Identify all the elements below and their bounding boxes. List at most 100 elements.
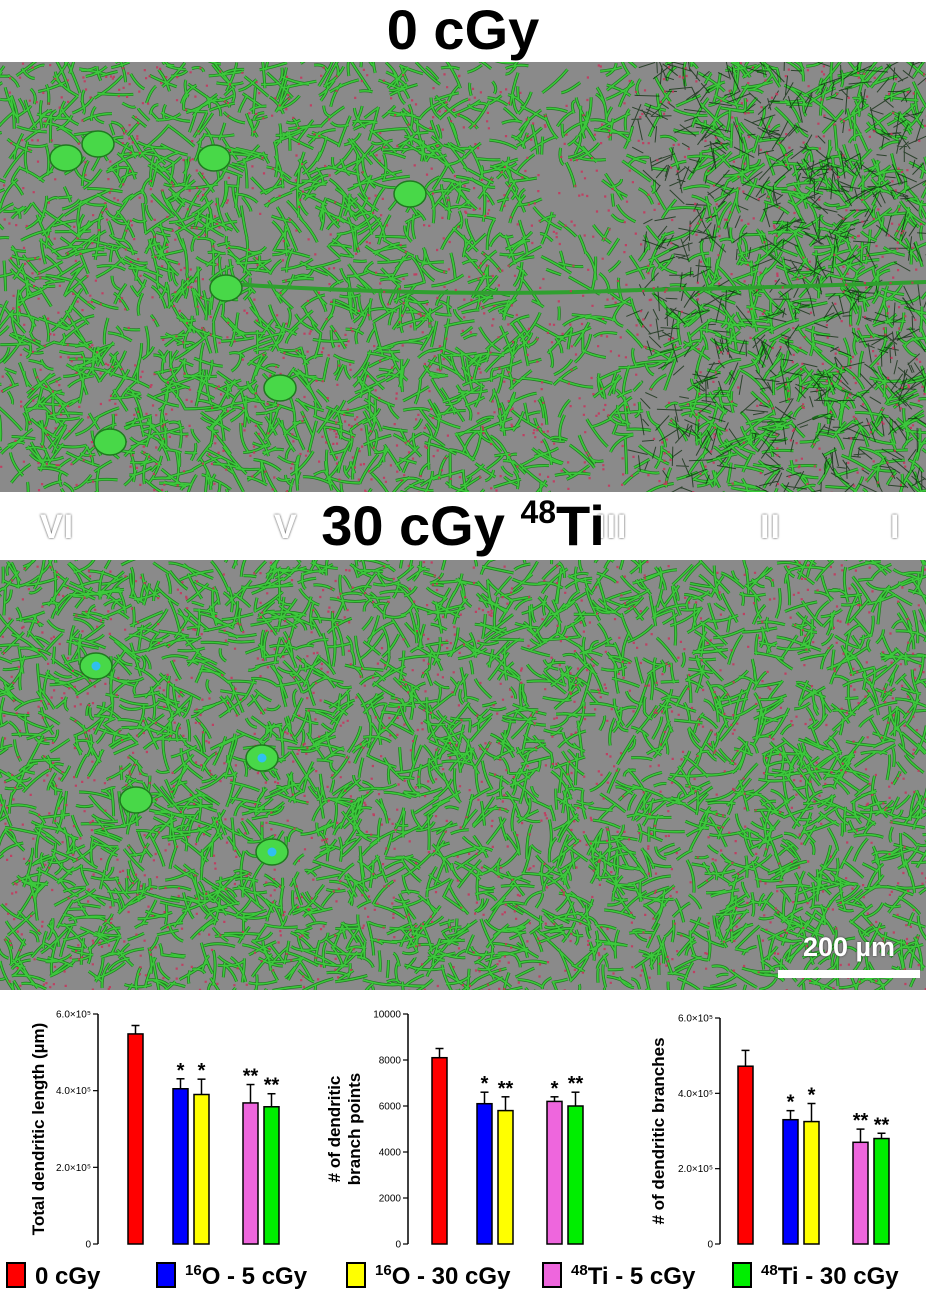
legend-item-16o-30-cgy: 16O - 30 cGy [346,1260,510,1293]
bar-16o-5-cgy [172,1088,189,1245]
neuron-soma [93,428,127,456]
neuron-soma [255,838,289,866]
legend-label: 0 cGy [35,1263,101,1290]
significance-marker: * [551,1078,559,1100]
y-tick-label: 6.0×10⁵ [678,1014,713,1025]
legend-sup: 16 [375,1262,392,1279]
bar-48ti-5-cgy [546,1100,563,1245]
layer-label-iii: III [596,508,628,546]
layer-label-ii: II [760,508,781,546]
y-tick-label: 0 [395,1240,401,1251]
significance-marker: ** [874,1114,890,1136]
legend-item-0-cgy: 0 cGy [6,1260,100,1293]
layer-label-i: I [890,508,901,546]
significance-marker: ** [568,1073,584,1095]
neuron-soma [197,144,231,172]
neuron-soma [393,180,427,208]
bottom-title-element: Ti [556,494,605,557]
neuron-soma [263,374,297,402]
top-panel-title: 0 cGy [386,0,540,61]
y-tick-label: 8000 [379,1056,402,1067]
chart-dendritic-branches: 0 2.0×10⁵ 4.0×10⁵ 6.0×10⁵ # of dendritic bra… [620,998,920,1260]
legend-sup: 16 [185,1262,202,1279]
scale-bar [778,970,920,978]
bar-16o-5-cgy [782,1118,799,1245]
y-axis-label: # of dendritic [325,1076,344,1183]
bar-16o-30-cgy [497,1109,514,1245]
legend-swatch [732,1262,752,1288]
neuron-soma [209,274,243,302]
bar-chart-svg: 0 2000 4000 6000 8000 10000 # of dendritic bran… [325,1010,584,1251]
significance-marker: * [198,1060,206,1082]
legend-swatch [156,1262,176,1288]
significance-marker: * [481,1073,489,1095]
chart-total-dendritic-length: 0 2.0×10⁵ 4.0×10⁵ 6.0×10⁵ Total dendritic le… [0,998,300,1260]
bar-0-cgy [127,1033,144,1245]
y-tick-label: 4.0×10⁵ [678,1089,713,1100]
y-axis-label: Total dendritic length (µm) [29,1023,48,1236]
bar-16o-30-cgy [803,1120,820,1245]
legend-sup: 48 [571,1262,588,1279]
significance-marker: * [808,1085,816,1107]
bottom-title-dose: 30 cGy [321,494,521,557]
legend-label: Ti - 5 cGy [587,1263,696,1290]
layer-label-vi: VI [40,508,75,546]
bar-48ti-5-cgy [242,1102,259,1245]
y-tick-label: 2.0×10⁵ [56,1163,91,1174]
neuron-soma [49,144,83,172]
significance-marker: ** [264,1075,280,1097]
significance-marker: ** [853,1110,869,1132]
legend-item-48ti-5-cgy: 48Ti - 5 cGy [542,1260,695,1293]
neuron-soma [81,130,115,158]
bar-48ti-30-cgy [873,1137,890,1245]
bar-48ti-5-cgy [852,1141,869,1245]
y-tick-label: 6000 [379,1102,402,1113]
neuron-reconstruction-image-top [0,62,926,492]
legend: 0 cGy 16O - 5 cGy 16O - 30 cGy 48Ti - 5 … [0,1260,926,1293]
y-tick-label: 10000 [373,1010,401,1021]
y-tick-label: 0 [707,1240,713,1251]
bar-48ti-30-cgy [263,1106,280,1245]
y-tick-label: 4.0×10⁵ [56,1086,91,1097]
legend-item-48ti-30-cgy: 48Ti - 30 cGy [732,1260,899,1293]
legend-swatch [6,1262,26,1288]
legend-label: O - 30 cGy [391,1263,511,1290]
significance-marker: * [177,1060,185,1082]
dendrite-mesh [0,560,926,990]
legend-label: O - 5 cGy [201,1263,308,1290]
bottom-panel-title: 30 cGy 48Ti [0,496,926,556]
y-tick-label: 2.0×10⁵ [678,1164,713,1175]
neuron-soma [245,744,279,772]
neuron-reconstruction-image-bottom [0,560,926,990]
significance-marker: ** [243,1066,259,1088]
micrograph-30-cgy-ti [0,560,926,990]
bar-16o-30-cgy [193,1093,210,1245]
chart-branch-points: 0 2000 4000 6000 8000 10000 # of dendritic bran… [318,998,618,1260]
y-tick-label: 0 [85,1240,91,1251]
y-tick-label: 2000 [379,1194,402,1205]
bar-0-cgy [737,1065,754,1245]
y-axis-label: # of dendritic branches [649,1037,668,1224]
neuron-soma [79,652,113,680]
scale-bar-label: 200 µm [802,932,896,962]
y-tick-label: 6.0×10⁵ [56,1010,91,1021]
y-axis-label: branch points [345,1073,364,1185]
bar-48ti-30-cgy [567,1105,584,1245]
bar-chart-svg: 0 2.0×10⁵ 4.0×10⁵ 6.0×10⁵ # of dendritic bra… [649,1014,890,1251]
legend-swatch [542,1262,562,1288]
bar-chart-svg: 0 2.0×10⁵ 4.0×10⁵ 6.0×10⁵ Total dendritic le… [29,1010,280,1251]
neuron-soma [119,786,153,814]
bar-0-cgy [431,1056,448,1245]
significance-marker: * [787,1092,795,1114]
significance-marker: ** [498,1078,514,1100]
legend-swatch [346,1262,366,1288]
y-tick-label: 4000 [379,1148,402,1159]
dendrite-mesh [0,62,926,492]
bottom-title-isotope-mass: 48 [520,494,557,530]
legend-label: Ti - 30 cGy [777,1263,899,1290]
micrograph-0-cgy: VI V III II I [0,62,926,546]
legend-item-16o-5-cgy: 16O - 5 cGy [156,1260,307,1293]
legend-sup: 48 [761,1262,778,1279]
bar-16o-5-cgy [476,1102,493,1245]
layer-label-v: V [274,508,298,546]
